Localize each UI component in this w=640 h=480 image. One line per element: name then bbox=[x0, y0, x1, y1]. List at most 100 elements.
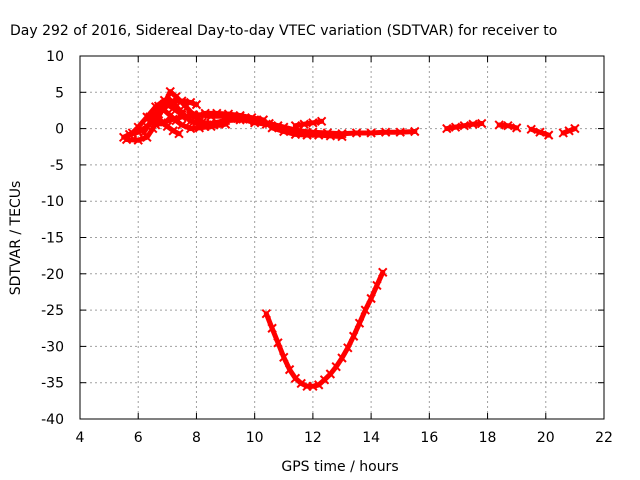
x-tick-label: 20 bbox=[537, 430, 555, 446]
x-tick-label: 18 bbox=[479, 430, 497, 446]
y-tick-label: -30 bbox=[41, 339, 64, 355]
data-point bbox=[380, 127, 391, 137]
data-point bbox=[378, 267, 388, 278]
satellite-track-i bbox=[290, 116, 327, 131]
data-point bbox=[564, 126, 574, 136]
x-tick-label: 14 bbox=[362, 430, 380, 446]
y-tick-label: -25 bbox=[41, 303, 64, 319]
data-point bbox=[543, 130, 554, 140]
data-point bbox=[526, 124, 536, 135]
x-tick-label: 22 bbox=[595, 430, 613, 446]
data-point bbox=[570, 123, 580, 134]
x-tick-label: 6 bbox=[134, 430, 143, 446]
data-point bbox=[290, 129, 301, 140]
data-point bbox=[247, 113, 257, 123]
data-point bbox=[261, 309, 272, 319]
y-tick-label: 10 bbox=[46, 49, 64, 65]
data-point bbox=[450, 122, 461, 132]
axis-ticks: 4 6 8 10 12 14 16 18 20 22 -40 -35 -30 -25 -20 -15 -10 -5… bbox=[41, 49, 613, 446]
data-point bbox=[366, 293, 376, 304]
data-point bbox=[267, 323, 277, 333]
satellite-track-deep-dip bbox=[261, 267, 388, 392]
data-point bbox=[314, 130, 324, 140]
data-point bbox=[296, 378, 306, 389]
y-tick-label: 5 bbox=[55, 85, 64, 101]
x-tick-label: 16 bbox=[420, 430, 438, 446]
data-marks bbox=[118, 86, 580, 392]
data-point bbox=[258, 115, 269, 125]
x-axis-label: GPS time / hours bbox=[281, 459, 398, 475]
data-point bbox=[174, 128, 184, 139]
data-point bbox=[284, 364, 295, 375]
data-point bbox=[279, 352, 289, 362]
data-point bbox=[177, 96, 187, 106]
data-point bbox=[308, 118, 318, 128]
data-point bbox=[194, 123, 205, 133]
data-point bbox=[212, 108, 222, 119]
x-tick-label: 4 bbox=[76, 430, 85, 446]
satellite-track-n bbox=[558, 123, 580, 138]
data-point bbox=[220, 119, 231, 129]
data-point bbox=[267, 123, 277, 133]
y-axis-label: SDTVAR / TECUs bbox=[8, 181, 24, 296]
data-point bbox=[153, 101, 164, 111]
x-tick-label: 8 bbox=[192, 430, 201, 446]
data-point bbox=[459, 120, 469, 131]
data-point bbox=[145, 112, 155, 122]
data-point bbox=[354, 318, 365, 328]
satellite-track-h bbox=[200, 108, 269, 125]
data-point bbox=[156, 118, 167, 128]
chart-title: Day 292 of 2016, Sidereal Day-to-day VTE… bbox=[10, 23, 557, 39]
data-point bbox=[325, 131, 336, 141]
y-tick-label: -35 bbox=[41, 376, 64, 392]
data-point bbox=[331, 362, 341, 372]
data-point bbox=[302, 130, 312, 140]
data-point bbox=[325, 369, 336, 379]
x-tick-label: 10 bbox=[246, 430, 264, 446]
y-tick-label: -10 bbox=[41, 194, 64, 210]
data-point bbox=[494, 120, 504, 130]
data-point bbox=[235, 110, 245, 121]
satellite-track-k bbox=[442, 118, 487, 134]
data-point bbox=[124, 129, 135, 140]
data-point bbox=[200, 108, 210, 119]
data-point bbox=[299, 119, 309, 129]
satellite-track-g bbox=[145, 112, 184, 139]
data-point bbox=[351, 128, 362, 138]
data-point bbox=[348, 331, 359, 341]
data-point bbox=[558, 128, 568, 138]
data-point bbox=[171, 115, 181, 126]
data-point bbox=[168, 126, 178, 136]
data-point bbox=[185, 110, 196, 121]
data-point bbox=[360, 305, 370, 315]
x-tick-label: 12 bbox=[304, 430, 322, 446]
data-point bbox=[191, 99, 202, 110]
data-point bbox=[337, 353, 347, 363]
data-point bbox=[185, 123, 196, 134]
y-tick-label: -15 bbox=[41, 231, 64, 247]
satellite-track-f bbox=[153, 101, 231, 134]
data-point bbox=[206, 121, 216, 132]
data-point bbox=[366, 128, 376, 138]
satellite-track-l bbox=[494, 120, 522, 133]
y-tick-label: -40 bbox=[41, 412, 64, 428]
data-point bbox=[290, 120, 301, 131]
data-point bbox=[442, 123, 452, 134]
data-point bbox=[133, 135, 143, 145]
data-point bbox=[177, 112, 187, 122]
data-point bbox=[372, 280, 382, 291]
y-tick-label: -5 bbox=[50, 158, 64, 174]
data-point bbox=[273, 338, 283, 348]
data-point bbox=[503, 120, 513, 131]
data-point bbox=[535, 127, 545, 137]
data-point bbox=[477, 118, 487, 129]
y-tick-label: -20 bbox=[41, 267, 64, 283]
series-track-line bbox=[263, 269, 386, 389]
data-point bbox=[223, 109, 234, 119]
data-point bbox=[395, 127, 405, 137]
data-point bbox=[316, 116, 327, 127]
data-point bbox=[162, 121, 173, 132]
data-point bbox=[468, 119, 478, 129]
grid-lines bbox=[80, 56, 604, 419]
